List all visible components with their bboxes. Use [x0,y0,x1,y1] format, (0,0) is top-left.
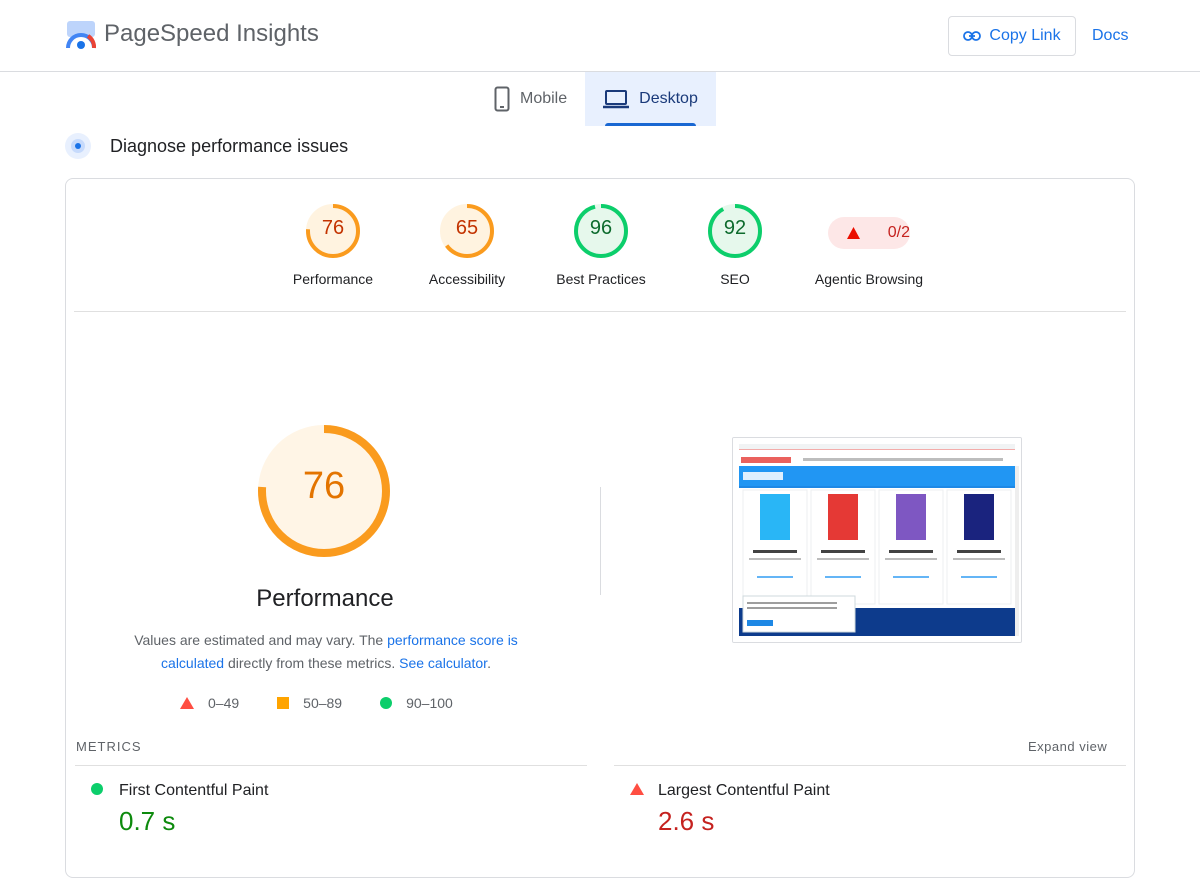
note-text: directly from these metrics. [224,655,400,671]
legend-range: 50–89 [303,695,343,711]
copy-link-label: Copy Link [989,27,1061,44]
tab-desktop-label: Desktop [639,90,698,107]
green-circle-icon [380,697,393,709]
top-header: PageSpeed Insights Copy Link Docs [0,0,1200,72]
gauge-seo[interactable]: 92 SEO [668,203,802,287]
performance-score-link[interactable]: performance score is calculated [161,632,518,671]
expand-view-button[interactable]: Expand view [1028,739,1108,754]
pagespeed-logo-icon [66,21,97,49]
legend-range: 90–100 [406,695,453,711]
gauge-score: 92 [723,217,747,239]
gauge-ring [708,204,762,258]
divider [74,311,1126,312]
gauge-score: 65 [455,217,479,239]
agentic-score: 0/2 [887,224,910,241]
metric-lcp: Largest Contentful Paint 2.6 s [614,765,1126,845]
gauge-ring [306,204,360,258]
gauge-score: 96 [589,217,613,239]
app-title: PageSpeed Insights [104,20,319,47]
gauge-label: Performance [292,271,374,287]
vertical-divider [600,487,601,595]
score-gauges: 76 Performance 65 Accessibility 96 Best … [66,203,1134,293]
report-card: 76 Performance 65 Accessibility 96 Best … [65,178,1135,878]
tab-mobile[interactable]: Mobile [476,72,585,126]
gauge-label: Accessibility [428,271,506,287]
metric-name: Largest Contentful Paint [658,782,830,799]
gauge-performance[interactable]: 76 Performance [266,203,400,287]
gauge-ring [440,204,494,258]
gauge-ring [574,204,628,258]
agentic-badge: 0/2 [828,217,910,249]
see-calculator-link[interactable]: See calculator [399,655,488,671]
gauge-score: 76 [321,217,345,239]
phone-icon [494,86,510,112]
gauge-best-practices[interactable]: 96 Best Practices [534,203,668,287]
docs-link[interactable]: Docs [1092,27,1129,44]
page-screenshot[interactable] [732,437,1022,643]
tab-desktop[interactable]: Desktop [585,72,716,126]
copy-link-button[interactable]: Copy Link [948,16,1076,56]
metrics-heading: METRICS [76,739,142,754]
note-text: . [487,655,491,671]
performance-big-gauge [258,425,390,557]
legend-range: 0–49 [208,695,240,711]
device-tabs: Mobile Desktop [476,72,716,126]
gauge-label: SEO [720,271,750,287]
score-legend: 0–49 50–89 90–100 [180,695,453,711]
metric-fcp: First Contentful Paint 0.7 s [75,765,587,845]
gauge-accessibility[interactable]: 65 Accessibility [400,203,534,287]
score-note: Values are estimated and may vary. The p… [126,629,526,675]
performance-label: Performance [256,585,394,612]
gauge-label: Best Practices [556,271,646,287]
note-text: Values are estimated and may vary. The [134,632,388,648]
legend-pass: 90–100 [380,695,453,711]
warning-triangle-icon [847,227,861,239]
green-circle-icon [91,783,103,795]
orange-square-icon [277,697,290,709]
tab-mobile-label: Mobile [520,90,568,107]
section-title: Diagnose performance issues [110,136,349,156]
gauge-agentic[interactable]: 0/2 Agentic Browsing [802,203,936,287]
red-triangle-icon [180,697,194,709]
legend-fail: 0–49 [180,695,239,711]
screenshot-image [733,438,1021,642]
performance-score: 76 [302,465,346,507]
metric-value: 2.6 s [658,806,715,836]
legend-average: 50–89 [277,695,342,711]
red-triangle-icon [630,783,644,795]
diagnose-icon [65,133,91,159]
gauge-label: Agentic Browsing [814,271,924,287]
metric-value: 0.7 s [119,806,176,836]
link-icon [963,31,982,41]
laptop-icon [603,90,630,109]
metric-name: First Contentful Paint [119,782,269,799]
